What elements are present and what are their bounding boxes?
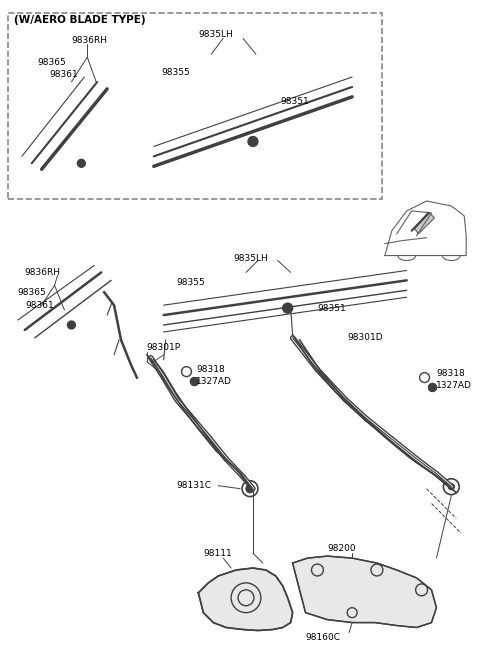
Circle shape	[79, 162, 84, 165]
Polygon shape	[415, 213, 434, 234]
Text: 98365: 98365	[18, 288, 47, 297]
Text: 98301D: 98301D	[347, 334, 383, 343]
Text: 98160C: 98160C	[305, 633, 340, 642]
Circle shape	[191, 378, 198, 386]
Text: 98131C: 98131C	[177, 481, 212, 490]
Text: 98351: 98351	[317, 304, 346, 313]
Circle shape	[246, 485, 254, 493]
Polygon shape	[293, 556, 436, 628]
Circle shape	[283, 303, 293, 313]
Circle shape	[70, 323, 73, 327]
Text: 9836RH: 9836RH	[25, 268, 61, 277]
Text: 98355: 98355	[162, 67, 191, 77]
Text: 9835LH: 9835LH	[233, 254, 268, 263]
Text: 98351: 98351	[281, 97, 310, 106]
Text: 9836RH: 9836RH	[72, 36, 108, 45]
Circle shape	[285, 306, 290, 311]
Text: 98200: 98200	[327, 544, 356, 553]
Circle shape	[68, 321, 75, 329]
Text: 98361: 98361	[26, 300, 55, 310]
Circle shape	[248, 136, 258, 147]
Text: 1327AD: 1327AD	[436, 381, 472, 390]
Circle shape	[429, 384, 436, 391]
Text: (W/AERO BLADE TYPE): (W/AERO BLADE TYPE)	[14, 16, 145, 25]
Text: 9835LH: 9835LH	[198, 30, 233, 39]
Text: 98361: 98361	[49, 69, 78, 79]
Text: 98301P: 98301P	[147, 343, 181, 352]
Text: 98365: 98365	[38, 58, 66, 67]
Text: 98318: 98318	[436, 369, 465, 378]
Circle shape	[77, 160, 85, 167]
Polygon shape	[198, 568, 293, 631]
Text: 1327AD: 1327AD	[196, 377, 232, 386]
Text: 98111: 98111	[204, 548, 232, 557]
Text: 98355: 98355	[177, 278, 205, 287]
Circle shape	[448, 484, 454, 489]
Text: 98318: 98318	[196, 365, 225, 374]
Circle shape	[251, 139, 255, 144]
